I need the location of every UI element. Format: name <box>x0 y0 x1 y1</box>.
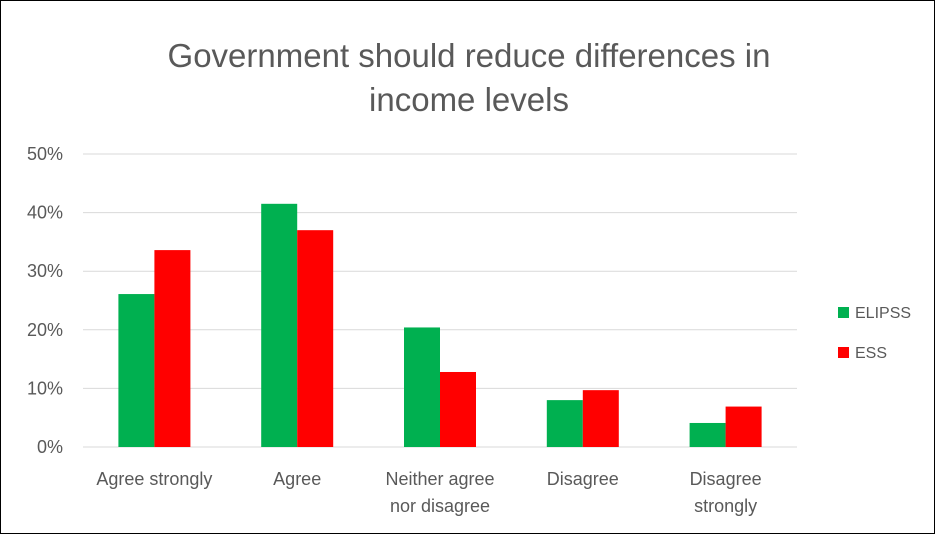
bar-ess-5 <box>725 406 762 447</box>
legend-label-ess: ESS <box>855 345 887 362</box>
x-axis-labels: Agree strongly Agree Neither agree nor disa… <box>96 469 761 516</box>
legend: ELIPSS ESS <box>838 305 911 362</box>
bar-ess-1 <box>154 250 191 447</box>
bar-elipss-1 <box>118 294 155 447</box>
bar-elipss-5 <box>689 422 726 447</box>
x-category-label: strongly <box>694 496 757 516</box>
legend-swatch-ess <box>838 347 849 358</box>
bars <box>118 203 762 447</box>
y-tick-label: 20% <box>27 320 63 340</box>
y-tick-label: 50% <box>27 144 63 164</box>
x-category-label: nor disagree <box>390 496 490 516</box>
bar-ess-2 <box>297 230 334 447</box>
x-category-label: Disagree <box>547 469 619 489</box>
y-axis-ticks: 0% 10% 20% 30% 40% 50% <box>27 144 63 457</box>
y-tick-label: 0% <box>37 437 63 457</box>
bar-ess-3 <box>440 371 476 447</box>
y-tick-label: 30% <box>27 261 63 281</box>
x-category-label: Agree strongly <box>96 469 212 489</box>
x-category-label: Neither agree <box>385 469 494 489</box>
bar-elipss-3 <box>404 327 440 447</box>
bar-elipss-2 <box>261 203 298 447</box>
y-tick-label: 10% <box>27 378 63 398</box>
y-tick-label: 40% <box>27 203 63 223</box>
x-category-label: Disagree <box>690 469 762 489</box>
bar-elipss-4 <box>546 400 583 447</box>
chart-title-line-1: Government should reduce differences in <box>168 37 771 74</box>
chart-title-line-2: income levels <box>369 81 569 118</box>
legend-label-elipss: ELIPSS <box>855 305 911 322</box>
bar-ess-4 <box>582 390 619 447</box>
x-category-label: Agree <box>273 469 321 489</box>
legend-swatch-elipss <box>838 307 849 318</box>
